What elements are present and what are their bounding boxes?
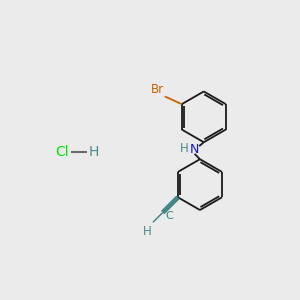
Text: Br: Br	[151, 83, 164, 96]
Text: Cl: Cl	[55, 145, 69, 158]
Text: C: C	[165, 211, 173, 221]
Text: H: H	[180, 142, 188, 155]
Text: N: N	[190, 143, 199, 157]
Text: H: H	[88, 145, 99, 158]
Text: H: H	[142, 225, 152, 238]
